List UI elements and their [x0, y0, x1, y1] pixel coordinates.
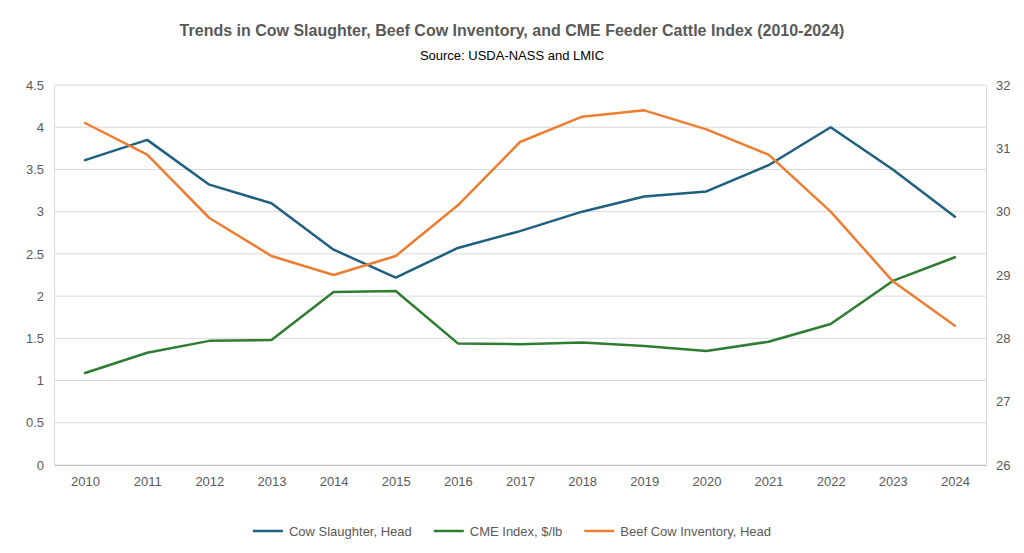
tick-label: 2014 [320, 474, 349, 489]
tick: 2010 [71, 465, 100, 489]
legend-item: CME Index, $/lb [434, 524, 563, 539]
legend-item: Beef Cow Inventory, Head [584, 524, 771, 539]
legend-label: Cow Slaughter, Head [289, 524, 412, 539]
tick: 2017 [506, 465, 535, 489]
grid-line [54, 465, 986, 466]
tick-label: 30 [996, 204, 1010, 219]
tick: 28 [986, 331, 1010, 346]
tick-label: 2010 [71, 474, 100, 489]
grid [54, 85, 986, 465]
grid-line [54, 169, 986, 170]
tick-label: 2013 [258, 474, 287, 489]
tick: 2 [37, 289, 54, 304]
tick-label: 2012 [195, 474, 224, 489]
tick: 2011 [134, 465, 162, 489]
legend-label: Beef Cow Inventory, Head [620, 524, 771, 539]
tick-label: 1 [37, 373, 44, 388]
tick-label: 0.5 [26, 415, 44, 430]
series-line [85, 257, 955, 373]
tick-label: 2022 [817, 474, 846, 489]
title: Trends in Cow Slaughter, Beef Cow Invent… [180, 22, 845, 39]
tick-label: 31 [996, 141, 1010, 156]
tick-label: 2 [37, 289, 44, 304]
grid-line [54, 211, 986, 212]
tick: 4.5 [26, 78, 54, 93]
tick-label: 4 [37, 120, 44, 135]
tick: 0 [37, 458, 54, 473]
tick: 31 [986, 141, 1010, 156]
tick: 1 [37, 373, 54, 388]
axis-line [986, 86, 987, 466]
tick: 30 [986, 204, 1010, 219]
tick-label: 2019 [630, 474, 659, 489]
legend-swatch [584, 530, 614, 533]
grid-line [54, 127, 986, 128]
tick: 2015 [382, 465, 411, 489]
series-line [85, 127, 955, 277]
tick-label: 2021 [755, 474, 784, 489]
tick-label: 28 [996, 331, 1010, 346]
y2-axis: 26 27 28 29 30 31 32 [986, 78, 1010, 473]
tick: 1.5 [26, 331, 54, 346]
tick-label: 2011 [134, 474, 162, 489]
grid-line [54, 380, 986, 381]
grid-line [54, 422, 986, 423]
tick-label: 2018 [568, 474, 597, 489]
tick: 2018 [568, 465, 597, 489]
legend-item: Cow Slaughter, Head [253, 524, 412, 539]
tick: 3 [37, 204, 54, 219]
grid-line [54, 85, 986, 86]
tick: 2.5 [26, 247, 54, 262]
tick-label: 2020 [692, 474, 721, 489]
tick-label: 3.5 [26, 162, 44, 177]
grid-line [54, 338, 986, 339]
tick: 26 [986, 458, 1010, 473]
chart: Trends in Cow Slaughter, Beef Cow Invent… [0, 0, 1024, 553]
tick-label: 2016 [444, 474, 473, 489]
tick-label: 29 [996, 268, 1010, 283]
tick: 27 [986, 394, 1010, 409]
tick: 2021 [755, 465, 784, 489]
tick-label: 0 [37, 458, 44, 473]
tick: 3.5 [26, 162, 54, 177]
legend-label: CME Index, $/lb [470, 524, 563, 539]
axis-line [55, 465, 987, 466]
tick-label: 2017 [506, 474, 535, 489]
tick-label: 27 [996, 394, 1010, 409]
tick: 0.5 [26, 415, 54, 430]
subtitle: Source: USDA-NASS and LMIC [420, 48, 604, 63]
tick: 2016 [444, 465, 473, 489]
tick: 29 [986, 268, 1010, 283]
legend-swatch [253, 530, 283, 533]
x-axis: 2010 2011 2012 2013 2014 2015 2016 2017 2018 2019… [55, 465, 987, 489]
tick-label: 3 [37, 204, 44, 219]
tick-label: 1.5 [26, 331, 44, 346]
tick-label: 2.5 [26, 247, 44, 262]
tick: 2019 [630, 465, 659, 489]
tick-label: 2015 [382, 474, 411, 489]
grid-line [54, 253, 986, 254]
tick: 2012 [195, 465, 224, 489]
y-axis: 0 0.5 1 1.5 2 2.5 3 3.5 4 4.5 [26, 78, 55, 473]
background [0, 0, 1024, 553]
tick-label: 2023 [879, 474, 908, 489]
plot-area [85, 110, 955, 373]
tick: 2014 [320, 465, 349, 489]
tick: 2020 [692, 465, 721, 489]
tick-label: 26 [996, 458, 1010, 473]
tick: 2024 [941, 465, 970, 489]
legend-swatch [434, 530, 464, 533]
tick: 32 [986, 78, 1010, 93]
grid-line [54, 296, 986, 297]
tick-label: 32 [996, 78, 1010, 93]
tick: 2023 [879, 465, 908, 489]
legend: Cow Slaughter, Head CME Index, $/lb Beef C… [253, 524, 771, 539]
tick-label: 2024 [941, 474, 970, 489]
tick-label: 4.5 [26, 78, 44, 93]
tick: 4 [37, 120, 54, 135]
tick: 2022 [817, 465, 846, 489]
series-line [85, 110, 955, 325]
axis-line [54, 86, 55, 466]
tick: 2013 [258, 465, 287, 489]
